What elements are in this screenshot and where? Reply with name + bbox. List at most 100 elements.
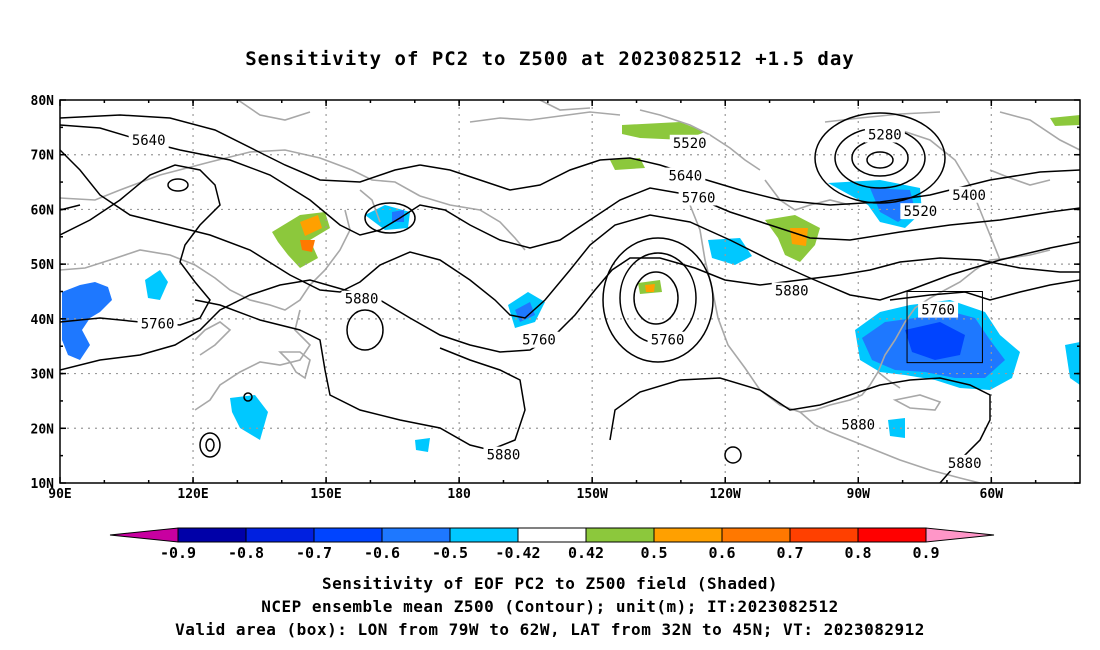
colorbar-label: -0.9 <box>160 544 196 562</box>
contour-label: 5640 <box>668 169 702 185</box>
colorbar-label: 0.5 <box>640 544 667 562</box>
contour-label: 5280 <box>868 128 902 144</box>
colorbar <box>109 527 995 543</box>
colorbar-label: 0.8 <box>844 544 871 562</box>
valid-area-box <box>906 291 983 364</box>
lon-label: 180 <box>447 487 471 502</box>
colorbar-label: 0.7 <box>776 544 803 562</box>
colorbar-segment <box>177 527 247 543</box>
contour-label: 5520 <box>903 204 937 220</box>
contour-label: 5760 <box>522 333 556 349</box>
contour-label-bg <box>647 331 688 348</box>
contour-lines <box>60 112 1080 483</box>
lon-label: 150W <box>577 487 608 502</box>
footer-line-1: Sensitivity of EOF PC2 to Z500 field (Sh… <box>322 574 778 593</box>
axis-ticks <box>59 99 1080 484</box>
colorbar-labels: -0.9 -0.8 -0.7 -0.6 -0.5 -0.42 0.42 0.5 0.6 0.7 0.… <box>160 544 940 562</box>
shade-positive <box>645 284 655 292</box>
lat-axis-labels: 80N 70N 60N 50N 40N 30N 20N 10N <box>31 94 55 492</box>
contour-label-bg <box>944 454 985 471</box>
lon-label: 120E <box>177 487 208 502</box>
contour-label-bg <box>341 290 382 307</box>
footer-line-2: NCEP ensemble mean Z500 (Contour); unit(… <box>261 597 839 616</box>
colorbar-segment <box>313 527 383 543</box>
colorbar-label: -0.5 <box>432 544 468 562</box>
lat-label: 80N <box>31 94 55 109</box>
colorbar-label: 0.6 <box>708 544 735 562</box>
contour-label-bg <box>949 186 990 203</box>
lon-label: 120W <box>710 487 741 502</box>
colorbar-segment <box>245 527 315 543</box>
contour-label: 5880 <box>487 448 521 464</box>
shade-negative <box>392 210 404 222</box>
contour-label-bg <box>864 126 905 143</box>
lat-label: 50N <box>31 258 55 273</box>
coastlines <box>60 100 1080 483</box>
lat-label: 10N <box>31 477 55 492</box>
footer-line-3: Valid area (box): LON from 79W to 62W, L… <box>175 620 925 639</box>
shade-positive <box>300 240 315 252</box>
colorbar-high-arrow <box>925 527 995 543</box>
contour-label-bg <box>518 331 559 348</box>
figure-title: Sensitivity of PC2 to Z500 at 2023082512… <box>245 48 855 70</box>
contour-label: 5760 <box>141 316 175 332</box>
shade-positive <box>1050 115 1080 126</box>
colorbar-label: 0.9 <box>912 544 939 562</box>
contour-label-bg <box>678 189 719 206</box>
lon-label: 90E <box>48 487 71 502</box>
lon-label: 60W <box>980 487 1004 502</box>
contour-label: 5400 <box>952 188 986 204</box>
shade-positive <box>300 215 322 236</box>
colorbar-segment <box>585 527 655 543</box>
contour-label: 5880 <box>841 418 875 434</box>
shade-negative <box>905 322 965 360</box>
shade-negative <box>62 282 112 360</box>
contour-label-bg <box>838 416 879 433</box>
contour-labels: 5640 5520 5640 5760 5280 5400 5520 5880 5760 5760… <box>128 126 990 472</box>
lat-label: 40N <box>31 313 55 328</box>
contour-label-bg <box>128 132 169 149</box>
contour-label: 5880 <box>948 456 982 472</box>
contour-label-bg <box>665 167 706 184</box>
contour-label-bg <box>483 446 524 463</box>
colorbar-segment <box>653 527 723 543</box>
lat-label: 30N <box>31 368 55 383</box>
colorbar-label: -0.42 <box>495 544 540 562</box>
colorbar-label: 0.42 <box>568 544 604 562</box>
shade-positive <box>610 158 645 170</box>
shade-negative <box>145 270 168 300</box>
lat-label: 70N <box>31 149 55 164</box>
lon-label: 90W <box>847 487 871 502</box>
colorbar-low-arrow <box>109 527 179 543</box>
colorbar-segment <box>381 527 451 543</box>
contour-label: 5760 <box>651 333 685 349</box>
shade-negative <box>708 238 752 265</box>
contour-label: 5880 <box>775 284 809 300</box>
contour-label: 5880 <box>345 292 379 308</box>
contour-label-bg <box>137 315 178 332</box>
colorbar-label: -0.6 <box>364 544 400 562</box>
lon-axis-labels: 90E 120E 150E 180 150W 120W 90W 60W <box>48 487 1003 502</box>
contour-label: 5760 <box>682 190 716 206</box>
colorbar-segment <box>789 527 859 543</box>
contour-label: 5640 <box>132 133 166 149</box>
contour-label-bg <box>918 301 959 318</box>
colorbar-segment <box>449 527 519 543</box>
lon-label: 150E <box>310 487 341 502</box>
colorbar-segment <box>721 527 791 543</box>
shade-negative <box>415 438 430 452</box>
colorbar-label: -0.7 <box>296 544 332 562</box>
lat-label: 20N <box>31 422 55 437</box>
colorbar-segment <box>857 527 927 543</box>
lat-label: 60N <box>31 203 55 218</box>
shade-negative <box>888 418 905 438</box>
shade-negative <box>230 395 268 440</box>
contour-label-bg <box>771 282 812 299</box>
contour-label: 5760 <box>921 303 955 319</box>
grid-lines <box>60 100 1080 483</box>
shading-layer <box>62 115 1080 452</box>
contour-label-bg <box>669 134 710 151</box>
contour-label-bg <box>900 203 941 220</box>
contour-label: 5520 <box>673 136 707 152</box>
